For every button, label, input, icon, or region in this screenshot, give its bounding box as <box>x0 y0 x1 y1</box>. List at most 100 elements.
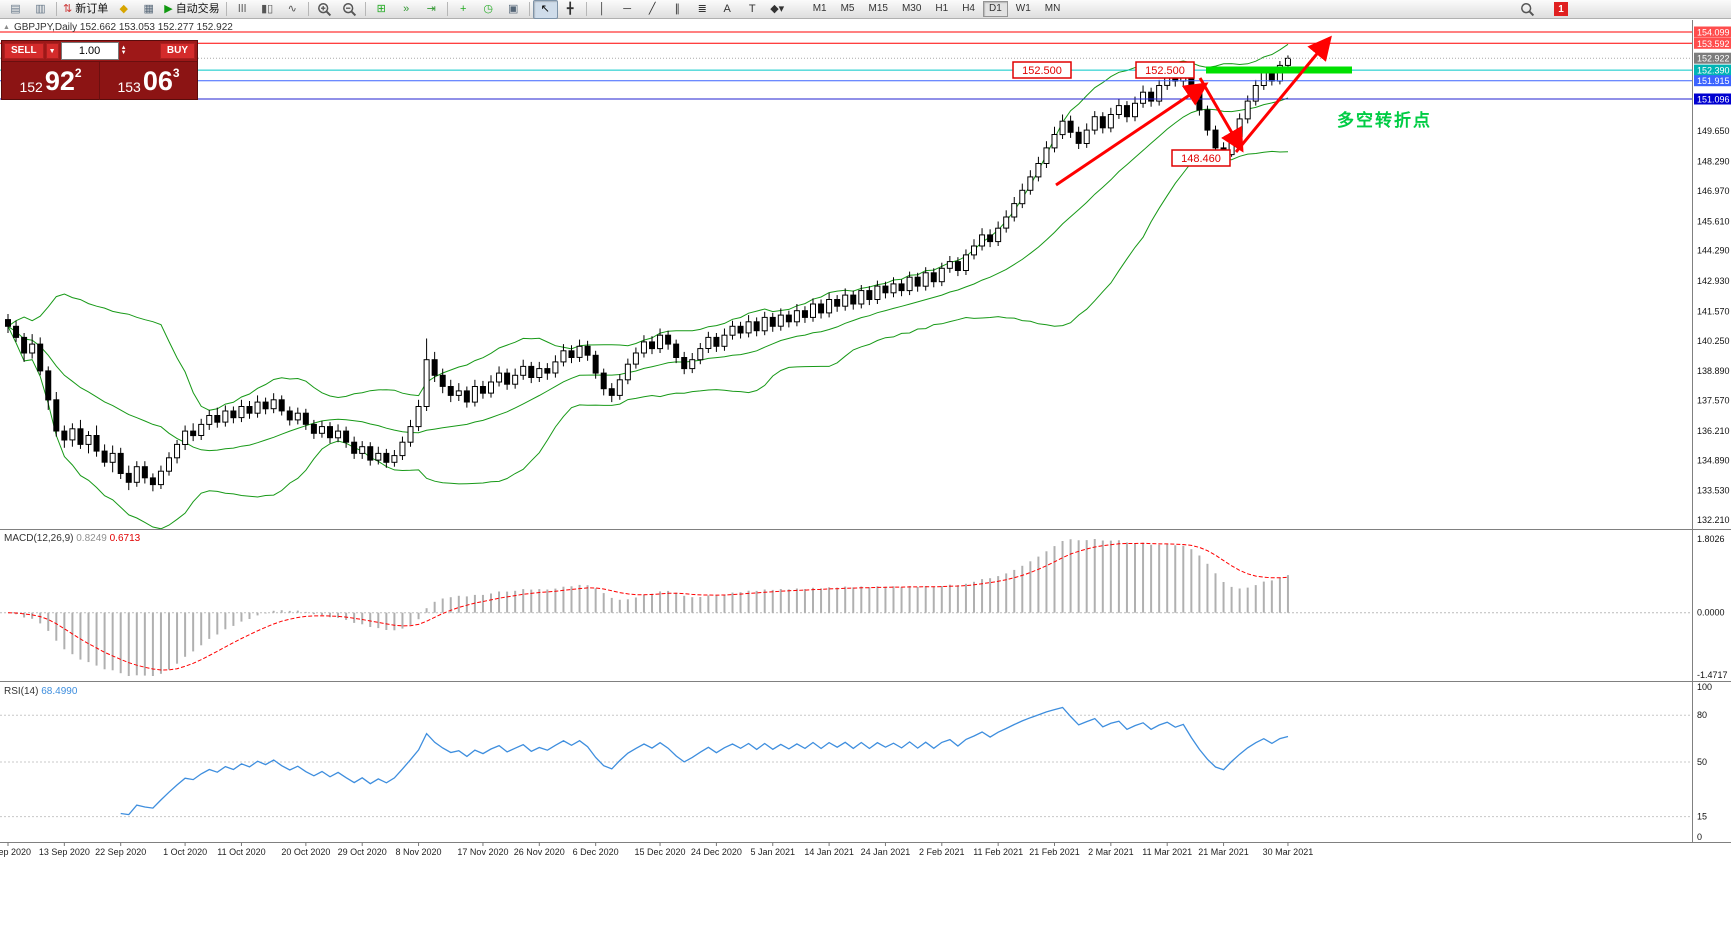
line-chart-icon[interactable]: ∿ <box>280 0 305 19</box>
magminus-glyph <box>342 2 356 16</box>
profiles-icon-glyph: ▥ <box>35 2 46 15</box>
auto-scroll-icon[interactable]: » <box>394 0 419 19</box>
zoom-out-icon[interactable] <box>337 0 362 19</box>
volume-input[interactable] <box>60 42 119 60</box>
zoom-in-icon[interactable] <box>312 0 337 19</box>
timeframe-h1[interactable]: H1 <box>935 3 949 14</box>
candle-body <box>568 350 575 358</box>
candle-body <box>801 310 808 318</box>
candle-body <box>721 334 728 347</box>
candle-body <box>890 283 897 294</box>
cursor-icon[interactable]: ↖ <box>532 0 558 19</box>
candle-body <box>882 285 889 294</box>
candle-body <box>987 234 994 243</box>
candle-body <box>1236 118 1243 138</box>
candle-body <box>343 430 350 443</box>
timeframe-h4[interactable]: H4 <box>962 3 975 14</box>
crosshair-icon-glyph: ╋ <box>566 2 574 15</box>
candle-body <box>1083 129 1090 145</box>
new-chart-icon[interactable]: ▤ <box>3 0 28 19</box>
timeframe-m1[interactable]: M1 <box>812 3 827 14</box>
buy-button[interactable]: BUY <box>159 43 195 59</box>
timeframe-w1[interactable]: W1 <box>1015 3 1031 14</box>
candle-body <box>753 321 760 332</box>
candlestick-chart-icon[interactable]: ▮▯ <box>255 0 280 19</box>
text-icon[interactable]: A <box>715 0 740 19</box>
candle-body <box>842 294 849 307</box>
search-icon[interactable] <box>1515 0 1540 19</box>
candle-body <box>520 365 527 376</box>
notification-badge[interactable]: 1 <box>1554 2 1568 16</box>
profiles-icon[interactable]: ▥ <box>28 0 53 19</box>
templates-icon[interactable]: ▣ <box>501 0 526 19</box>
time-tick-label: 8 Nov 2020 <box>396 847 442 857</box>
horizontal-line-icon[interactable]: ─ <box>615 0 640 19</box>
spinner-down-icon[interactable]: ▼ <box>120 50 127 56</box>
buy-price-button[interactable]: 153 06 3 <box>100 62 197 100</box>
candle-body <box>1260 71 1267 86</box>
timeframe-d1[interactable]: D1 <box>983 1 1008 17</box>
metaeditor-icon[interactable]: ◆ <box>111 0 136 19</box>
time-tick-label: 22 Sep 2020 <box>95 847 146 857</box>
price-annotation-box[interactable] <box>1135 61 1195 79</box>
timeframe-mn[interactable]: MN <box>1044 3 1061 14</box>
candle-body <box>93 435 100 452</box>
time-tick-label: 1 Oct 2020 <box>163 847 207 857</box>
candle-body <box>624 363 631 381</box>
time-tick-label: 17 Nov 2020 <box>457 847 508 857</box>
trend-arrow[interactable] <box>1198 77 1244 153</box>
channel-icon-glyph: ∥ <box>674 2 680 15</box>
trend-arrow[interactable] <box>1234 35 1332 153</box>
bar-chart-icon[interactable]: ǀǀǀ <box>230 0 255 19</box>
vertical-line-icon[interactable]: │ <box>590 0 615 19</box>
price-annotation-box[interactable] <box>1012 61 1072 79</box>
sell-price-button[interactable]: 152 92 2 <box>2 62 100 100</box>
trendline-icon[interactable]: ╱ <box>640 0 665 19</box>
shapes-icon[interactable]: ◆▾ <box>765 0 790 19</box>
candle-body <box>310 423 317 434</box>
label-icon[interactable]: T <box>740 0 765 19</box>
candle-body <box>423 359 430 408</box>
indicators-icon[interactable]: + <box>451 0 476 19</box>
new-order-button[interactable]: ⇅ 新订单 <box>60 0 111 19</box>
timeframe-m5[interactable]: M5 <box>840 3 855 14</box>
price-annotation-box[interactable] <box>1171 149 1231 167</box>
price-annotation-text: 148.460 <box>1181 153 1221 165</box>
time-tick-label: 13 Sep 2020 <box>39 847 90 857</box>
metaeditor-icon-glyph: ◆ <box>119 2 128 15</box>
fibonacci-icon[interactable]: ≣ <box>690 0 715 19</box>
candle-body <box>1091 116 1098 131</box>
candle-body <box>1196 89 1203 111</box>
new-order-button-label: 新订单 <box>75 2 109 15</box>
note-annotation-text[interactable]: 多空转折点 <box>1337 110 1432 130</box>
candle-body <box>600 372 607 390</box>
rsi-line <box>120 706 1289 816</box>
autotrading-button[interactable]: ▶ 自动交易 <box>161 0 222 19</box>
market-watch-icon[interactable]: ▦ <box>136 0 161 19</box>
price-level-label: 153.592 <box>1697 39 1730 49</box>
trend-arrow[interactable] <box>1055 82 1209 187</box>
candle-body <box>995 227 1002 243</box>
periods-icon[interactable]: ◷ <box>476 0 501 19</box>
crosshair-icon[interactable]: ╋ <box>558 0 583 19</box>
chart-shift-icon[interactable]: ⇥ <box>419 0 444 19</box>
price-level-label-bg <box>1694 75 1731 87</box>
channel-icon[interactable]: ∥ <box>665 0 690 19</box>
macd-axis-max: 1.8026 <box>1697 534 1725 544</box>
bollinger-middle-band <box>7 97 1289 452</box>
volume-spinner[interactable]: ▲ ▼ <box>120 45 127 56</box>
order-type-dropdown[interactable]: ▼ <box>45 43 59 59</box>
tile-windows-icon[interactable]: ⊞ <box>369 0 394 19</box>
price-tick-label: 136.210 <box>1697 426 1730 436</box>
timeframe-m15[interactable]: M15 <box>868 3 888 14</box>
toolbar-right: 1 <box>1515 0 1568 19</box>
candle-body <box>166 457 172 472</box>
magplus-glyph <box>317 2 331 16</box>
timeframe-m30[interactable]: M30 <box>901 3 922 14</box>
time-tick-label: 21 Mar 2021 <box>1198 847 1249 857</box>
time-tick-label: 6 Dec 2020 <box>573 847 619 857</box>
spinner-up-icon[interactable]: ▲ <box>120 45 127 51</box>
candle-body <box>391 455 398 463</box>
sell-button[interactable]: SELL <box>4 43 44 59</box>
